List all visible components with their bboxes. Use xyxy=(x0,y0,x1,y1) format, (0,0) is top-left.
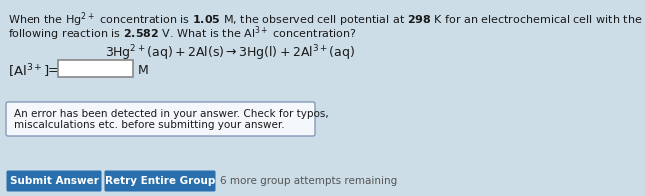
Text: M: M xyxy=(138,64,149,77)
Text: $\mathregular{3Hg^{2+}(aq) + 2Al(s) \rightarrow 3Hg(l) + 2Al^{3+}(aq)}$: $\mathregular{3Hg^{2+}(aq) + 2Al(s) \rig… xyxy=(105,43,355,63)
FancyBboxPatch shape xyxy=(6,102,315,136)
Text: miscalculations etc. before submitting your answer.: miscalculations etc. before submitting y… xyxy=(14,120,284,130)
Text: When the $\mathregular{Hg^{2+}}$ concentration is $\bf{1.05}$ M, the observed ce: When the $\mathregular{Hg^{2+}}$ concent… xyxy=(8,10,642,29)
Text: Submit Answer: Submit Answer xyxy=(10,176,99,186)
Text: 6 more group attempts remaining: 6 more group attempts remaining xyxy=(220,176,397,186)
Text: =: = xyxy=(48,64,59,77)
Text: following reaction is $\bf{2.582}$ V. What is the $\mathregular{Al^{3+}}$ concen: following reaction is $\bf{2.582}$ V. Wh… xyxy=(8,24,357,43)
Text: $\mathregular{[Al^{3+}]}$: $\mathregular{[Al^{3+}]}$ xyxy=(8,62,50,80)
Text: An error has been detected in your answer. Check for typos,: An error has been detected in your answe… xyxy=(14,109,329,119)
FancyBboxPatch shape xyxy=(6,171,101,191)
Text: Retry Entire Group: Retry Entire Group xyxy=(104,176,215,186)
FancyBboxPatch shape xyxy=(104,171,215,191)
Bar xyxy=(58,60,133,77)
